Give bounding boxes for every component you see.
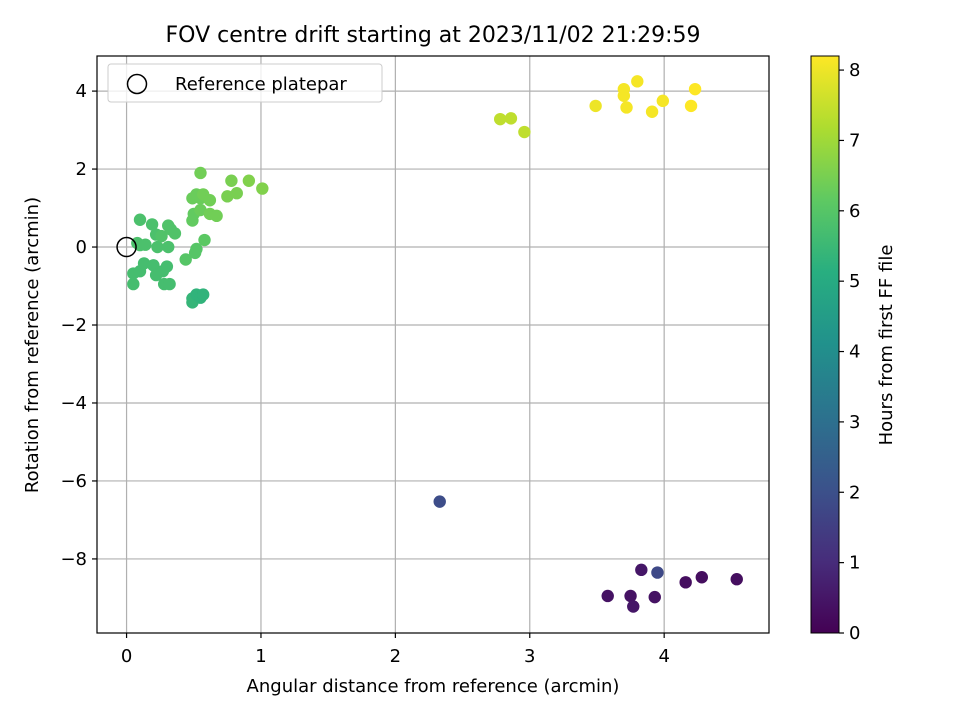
colorbar-label: Hours from first FF file bbox=[876, 245, 897, 446]
y-tick-label: 4 bbox=[76, 81, 87, 102]
colorbar-tick-label: 6 bbox=[849, 201, 860, 222]
data-point bbox=[203, 194, 217, 207]
legend-marker-icon bbox=[126, 73, 148, 95]
legend-label: Reference platepar bbox=[175, 74, 347, 95]
data-point bbox=[627, 600, 640, 613]
colorbar-tick-label: 0 bbox=[849, 623, 860, 644]
data-point bbox=[620, 101, 633, 114]
plot-frame bbox=[96, 55, 770, 634]
data-point bbox=[730, 572, 743, 586]
data-point bbox=[635, 563, 648, 577]
colorbar-tick-label: 7 bbox=[849, 130, 860, 151]
colorbar-tick-label: 3 bbox=[849, 412, 860, 433]
data-point bbox=[151, 240, 164, 254]
data-point bbox=[504, 112, 518, 125]
data-point bbox=[210, 209, 223, 223]
data-point bbox=[230, 187, 243, 200]
data-point bbox=[684, 99, 698, 113]
x-tick-label: 3 bbox=[524, 646, 535, 667]
data-point bbox=[651, 566, 664, 579]
data-point bbox=[155, 229, 168, 243]
x-tick-label: 1 bbox=[255, 646, 266, 667]
data-point bbox=[160, 260, 174, 273]
data-point bbox=[648, 590, 661, 604]
data-point bbox=[194, 166, 207, 180]
data-points bbox=[116, 75, 743, 613]
data-point bbox=[695, 571, 708, 584]
y-tick-label: −6 bbox=[60, 471, 87, 492]
data-point bbox=[168, 227, 182, 240]
data-point bbox=[645, 105, 659, 118]
data-point bbox=[139, 238, 152, 251]
colorbar-tick-label: 1 bbox=[849, 553, 860, 574]
data-point bbox=[196, 288, 210, 301]
y-tick-label: 2 bbox=[76, 159, 87, 180]
data-point bbox=[494, 112, 507, 126]
data-point bbox=[190, 242, 203, 256]
data-point bbox=[194, 203, 207, 217]
data-point bbox=[242, 174, 256, 187]
data-point bbox=[198, 233, 211, 247]
grid-lines bbox=[97, 56, 769, 633]
x-tick-label: 4 bbox=[658, 646, 669, 667]
data-point bbox=[147, 259, 160, 272]
colorbar-tick-label: 8 bbox=[849, 60, 860, 81]
colorbar-gradient bbox=[810, 55, 840, 634]
data-point bbox=[225, 174, 238, 187]
x-tick-label: 0 bbox=[121, 646, 132, 667]
data-point bbox=[133, 213, 147, 226]
colorbar-tick-label: 5 bbox=[849, 271, 860, 292]
data-point bbox=[631, 75, 644, 88]
colorbar-tick-label: 2 bbox=[849, 482, 860, 503]
colorbar-tick-label: 4 bbox=[849, 342, 860, 363]
y-axis-ticks: −8 −6 −4 −2 0 2 4 bbox=[60, 81, 97, 570]
y-tick-label: −4 bbox=[60, 393, 87, 414]
data-point bbox=[617, 82, 631, 96]
data-point bbox=[163, 277, 176, 291]
data-point bbox=[688, 82, 702, 96]
data-point bbox=[679, 576, 692, 589]
data-point bbox=[589, 99, 602, 113]
data-point bbox=[656, 94, 670, 108]
x-tick-label: 2 bbox=[390, 646, 401, 667]
data-point bbox=[127, 277, 140, 291]
y-tick-label: −8 bbox=[60, 549, 87, 570]
x-axis-ticks: 0 1 2 3 4 bbox=[121, 633, 670, 667]
data-point bbox=[256, 182, 269, 195]
data-point bbox=[433, 495, 446, 508]
chart-title: FOV centre drift starting at 2023/11/02 … bbox=[166, 23, 701, 48]
y-tick-label: 0 bbox=[76, 237, 87, 258]
y-axis-label: Rotation from reference (arcmin) bbox=[22, 197, 43, 493]
reference-platepar-marker bbox=[116, 236, 137, 258]
data-point bbox=[601, 589, 614, 603]
x-axis-label: Angular distance from reference (arcmin) bbox=[247, 676, 620, 697]
data-point bbox=[179, 253, 192, 266]
data-point bbox=[137, 257, 151, 270]
y-tick-label: −2 bbox=[60, 315, 87, 336]
colorbar-ticks: 0 1 2 3 4 5 6 7 8 bbox=[839, 60, 860, 644]
legend-box: Reference platepar bbox=[107, 63, 383, 103]
data-point bbox=[145, 218, 159, 231]
data-point bbox=[624, 589, 637, 603]
data-point bbox=[162, 240, 175, 254]
data-point bbox=[221, 190, 234, 203]
colorbar: 0 1 2 3 4 5 6 7 8 Hours from first FF file bbox=[810, 55, 897, 644]
data-point bbox=[518, 125, 531, 139]
